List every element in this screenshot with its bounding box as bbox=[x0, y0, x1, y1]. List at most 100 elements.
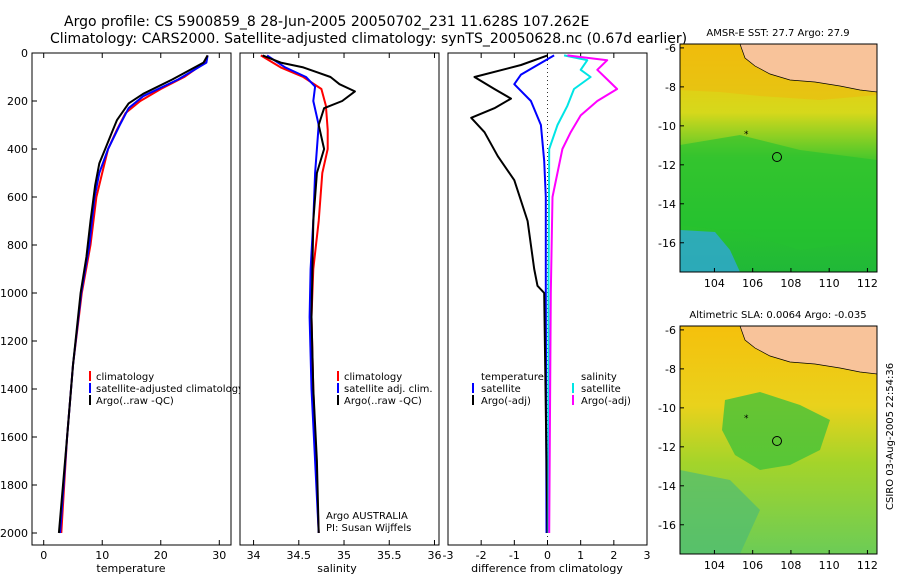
temperature-x-axis: 0 10 20 30 bbox=[40, 53, 226, 562]
sst-green-band bbox=[680, 135, 877, 250]
x-tick-label: 20 bbox=[154, 549, 168, 562]
x-tick-label: 34 bbox=[247, 549, 261, 562]
figure-title-line1: Argo profile: CS 5900859_8 28-Jun-2005 2… bbox=[64, 14, 590, 30]
series-line-salinity-argo bbox=[548, 54, 619, 534]
legend-label-climatology: climatology bbox=[96, 372, 154, 383]
series-line-temperature-satellite bbox=[513, 54, 555, 534]
salinity-panel: 34 34.5 35 35.5 36 salinity climatology sate… bbox=[239, 52, 441, 575]
x-tick-label: -3 bbox=[443, 549, 454, 562]
argo-position-marker bbox=[772, 152, 782, 162]
difference-legend-salinity: salinity satellite Argo(-adj) bbox=[572, 372, 631, 407]
temperature-series bbox=[57, 54, 209, 534]
legend-label-satellite: satellite-adjusted climatology bbox=[96, 384, 244, 395]
y-tick-label: 1000 bbox=[0, 287, 28, 300]
map-y-tick-label: -10 bbox=[658, 402, 676, 415]
series-line-satellite bbox=[266, 54, 320, 534]
map-y-tick-label: -8 bbox=[665, 81, 676, 94]
x-tick-label: 30 bbox=[212, 549, 226, 562]
map-y-tick-label: -10 bbox=[658, 120, 676, 133]
argo-position-marker bbox=[772, 436, 782, 446]
map-x-tick-label: 106 bbox=[742, 559, 763, 572]
sla-green-eddy bbox=[722, 392, 830, 470]
previous-position-marker: * bbox=[744, 414, 749, 424]
map-x-tick-label: 106 bbox=[742, 277, 763, 290]
x-tick-label: 35 bbox=[337, 549, 351, 562]
series-line-argo bbox=[262, 54, 356, 534]
sst-cool-patch bbox=[680, 230, 740, 272]
y-tick-label: 2000 bbox=[0, 527, 28, 540]
x-tick-label: -2 bbox=[476, 549, 487, 562]
legend-label-climatology: climatology bbox=[344, 372, 402, 383]
sst-map-axes: 104 106 108 110 112 -6 -8 -10 -12 -14 -16 bbox=[658, 42, 878, 290]
salinity-axes-frame bbox=[239, 52, 440, 546]
y-tick-label: 800 bbox=[7, 239, 28, 252]
map-y-tick-label: -16 bbox=[658, 519, 676, 532]
x-tick-label: -1 bbox=[509, 549, 520, 562]
y-tick-label: 1600 bbox=[0, 431, 28, 444]
legend-label-argo: Argo(..raw -QC) bbox=[344, 396, 422, 407]
map-x-tick-label: 108 bbox=[780, 277, 801, 290]
y-tick-label: 200 bbox=[7, 95, 28, 108]
sst-map-title: AMSR-E SST: 27.7 Argo: 27.9 bbox=[706, 28, 849, 39]
legend-label-satellite: satellite adj. clim. bbox=[344, 384, 433, 395]
y-tick-label: 1200 bbox=[0, 335, 28, 348]
sla-south-patch bbox=[680, 470, 760, 554]
salinity-xlabel: salinity bbox=[317, 562, 357, 575]
y-tick-label: 600 bbox=[7, 191, 28, 204]
figure-title-line2: Climatology: CARS2000. Satellite-adjuste… bbox=[50, 31, 688, 47]
map-y-tick-label: -14 bbox=[658, 480, 676, 493]
legend-label-sal-argo: Argo(-adj) bbox=[581, 396, 631, 407]
x-tick-label: 35.5 bbox=[377, 549, 402, 562]
x-tick-label: 36 bbox=[427, 549, 441, 562]
sst-map-frame bbox=[679, 43, 878, 273]
y-tick-label: 400 bbox=[7, 143, 28, 156]
map-x-tick-label: 104 bbox=[704, 277, 725, 290]
csiro-timestamp: CSIRO 03-Aug-2005 22:54:36 bbox=[885, 363, 896, 510]
sla-map-title: Altimetric SLA: 0.0064 Argo: -0.035 bbox=[689, 310, 866, 321]
map-y-tick-label: -8 bbox=[665, 363, 676, 376]
legend-label-argo: Argo(..raw -QC) bbox=[96, 396, 174, 407]
sla-map-panel: Altimetric SLA: 0.0064 Argo: -0.035 104 1… bbox=[658, 310, 878, 572]
map-y-tick-label: -12 bbox=[658, 441, 676, 454]
legend-label-temp-argo: Argo(-adj) bbox=[481, 396, 531, 407]
annotation-pi: PI: Susan Wijffels bbox=[326, 523, 411, 534]
map-y-tick-label: -16 bbox=[658, 237, 676, 250]
x-tick-label: 0 bbox=[40, 549, 47, 562]
salinity-series bbox=[260, 54, 356, 534]
salinity-x-axis: 34 34.5 35 35.5 36 bbox=[247, 53, 441, 562]
sst-map-panel: AMSR-E SST: 27.7 Argo: 27.9 104 106 108 110… bbox=[658, 28, 878, 290]
series-line-temperature-argo bbox=[470, 54, 549, 534]
difference-xlabel: difference from climatology bbox=[471, 562, 623, 575]
temperature-xlabel: temperature bbox=[96, 562, 165, 575]
map-x-tick-label: 112 bbox=[857, 277, 878, 290]
salinity-legend: climatology satellite adj. clim. Argo(..… bbox=[337, 371, 433, 407]
difference-series bbox=[470, 54, 619, 534]
difference-legend-temperature: temperature satellite Argo(-adj) bbox=[472, 372, 544, 407]
difference-panel: -3 -2 -1 0 1 2 3 difference from climatology t… bbox=[443, 52, 651, 575]
legend-label-temp-satellite: satellite bbox=[481, 384, 521, 395]
map-x-tick-label: 112 bbox=[857, 559, 878, 572]
difference-x-axis: -3 -2 -1 0 1 2 3 bbox=[443, 53, 651, 562]
y-tick-label: 1800 bbox=[0, 479, 28, 492]
map-y-tick-label: -12 bbox=[658, 159, 676, 172]
y-tick-label: 1400 bbox=[0, 383, 28, 396]
legend-heading-salinity: salinity bbox=[581, 372, 617, 383]
legend-label-sal-satellite: satellite bbox=[581, 384, 621, 395]
map-x-tick-label: 104 bbox=[704, 559, 725, 572]
series-line-argo bbox=[57, 54, 209, 534]
x-tick-label: 2 bbox=[610, 549, 617, 562]
sla-map-axes: 104 106 108 110 112 -6 -8 -10 -12 -14 -16 bbox=[658, 324, 878, 572]
x-tick-label: 1 bbox=[577, 549, 584, 562]
x-tick-label: 10 bbox=[95, 549, 109, 562]
y-tick-label: 0 bbox=[21, 47, 28, 60]
series-line-salinity-satellite bbox=[547, 54, 592, 533]
x-tick-label: 0 bbox=[544, 549, 551, 562]
temperature-legend: climatology satellite-adjusted climatolo… bbox=[89, 371, 244, 407]
sla-map-frame bbox=[679, 325, 878, 555]
x-tick-label: 3 bbox=[644, 549, 651, 562]
temperature-axes-frame bbox=[31, 52, 232, 546]
map-x-tick-label: 110 bbox=[819, 277, 840, 290]
map-x-tick-label: 110 bbox=[819, 559, 840, 572]
annotation-argo-australia: Argo AUSTRALIA bbox=[326, 511, 408, 522]
map-y-tick-label: -6 bbox=[665, 324, 676, 337]
